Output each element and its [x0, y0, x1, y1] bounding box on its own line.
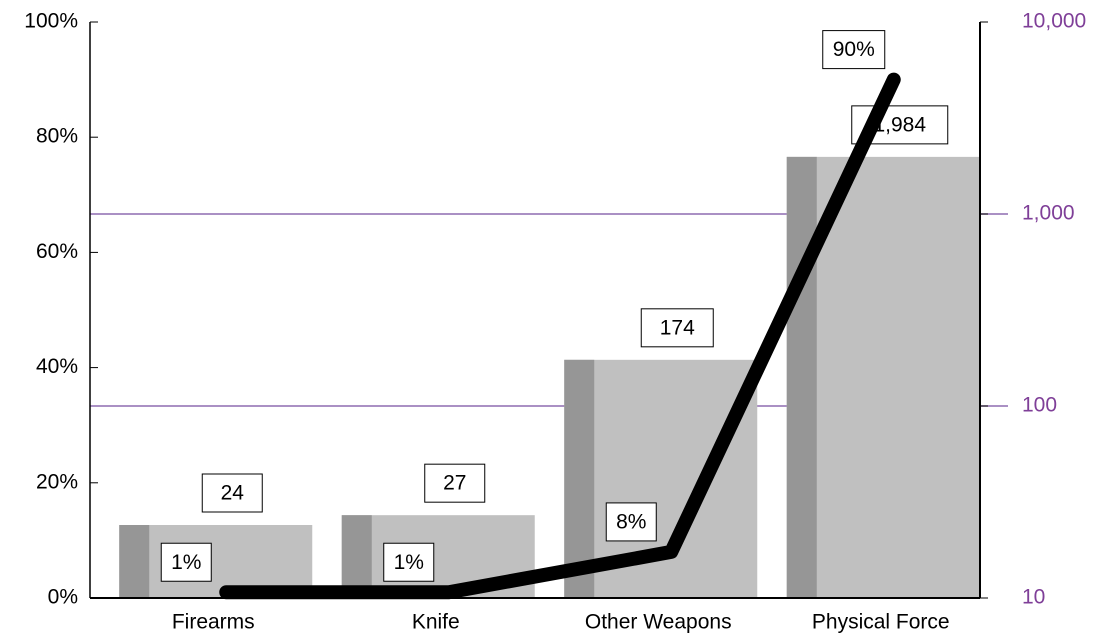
- y-tick-label: 80%: [36, 125, 78, 148]
- y-tick-label: 0%: [48, 586, 78, 609]
- bar-value-label-box: [640, 308, 714, 348]
- y-tick-label: 100%: [24, 10, 78, 33]
- bar-value-label: 1,984: [873, 113, 926, 136]
- y-tick-label: 60%: [36, 240, 78, 263]
- x-tick-label: Firearms: [172, 611, 255, 634]
- bar-value-label: 174: [660, 316, 695, 339]
- bar-side: [564, 359, 595, 598]
- x-tick-label: Other Weapons: [585, 611, 732, 634]
- bar-side: [119, 524, 150, 598]
- line-value-label: 90%: [833, 38, 875, 61]
- x-tick-label: Physical Force: [812, 611, 950, 634]
- bar-side: [786, 156, 817, 598]
- bar-value-label: 27: [443, 472, 466, 495]
- line-value-label: 1%: [394, 551, 424, 574]
- bar-value-label-box: [201, 473, 263, 513]
- line-value-label-box: [605, 502, 657, 542]
- y-tick-label: 20%: [36, 470, 78, 493]
- line-value-label-box: [160, 542, 212, 582]
- y2-tick-label: 10,000: [1022, 10, 1086, 33]
- y2-tick-label: 100: [1022, 394, 1057, 417]
- line-value-label-box: [383, 542, 435, 582]
- line-value-label-box: [822, 30, 886, 70]
- bar-side: [341, 515, 372, 598]
- line-value-label: 1%: [171, 551, 201, 574]
- y2-tick-label: 10: [1022, 586, 1045, 609]
- bar-value-label: 24: [221, 482, 245, 505]
- y2-tick-label: 1,000: [1022, 202, 1075, 225]
- x-tick-label: Knife: [412, 611, 460, 634]
- line-value-label: 8%: [616, 510, 646, 533]
- y-tick-label: 40%: [36, 355, 78, 378]
- bar-value-label-box: [424, 463, 486, 503]
- line: [219, 72, 901, 600]
